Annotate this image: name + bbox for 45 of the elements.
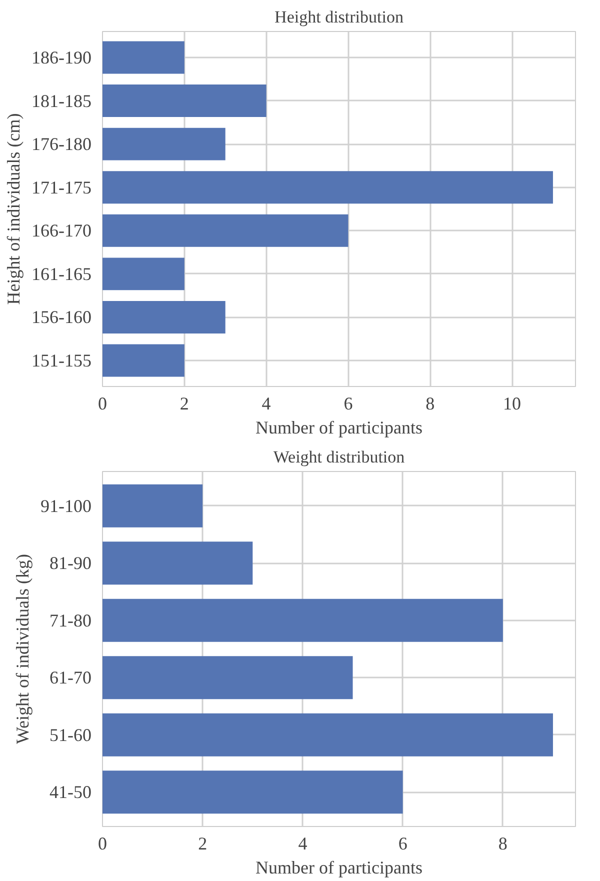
y-tick-label: 181-185 [32, 90, 92, 111]
y-tick-label: 81-90 [50, 553, 92, 574]
x-tick-label: 4 [298, 834, 308, 854]
bar [102, 770, 403, 814]
y-tick-label: 71-80 [50, 610, 92, 630]
y-tick-label: 156-160 [32, 307, 92, 328]
x-tick-label: 4 [262, 394, 271, 414]
x-tick-label: 2 [180, 394, 189, 414]
bar [102, 84, 266, 118]
y-tick-label: 51-60 [50, 724, 92, 745]
x-tick-label: 6 [398, 834, 408, 854]
x-tick-label: 8 [498, 834, 508, 854]
bar [102, 656, 353, 700]
bar [102, 598, 503, 642]
chart-title: Height distribution [274, 8, 404, 26]
y-tick-label: 186-190 [32, 47, 92, 68]
bar [102, 41, 184, 74]
x-axis-title: Number of participants [256, 858, 422, 878]
bar [102, 128, 226, 160]
x-tick-label: 10 [503, 394, 522, 414]
y-tick-label: 61-70 [50, 668, 92, 688]
bar [102, 300, 226, 334]
x-tick-label: 6 [344, 394, 353, 414]
bar [102, 171, 553, 204]
y-axis-title: Weight of individuals (kg) [12, 554, 33, 744]
bar [102, 344, 184, 377]
x-tick-label: 2 [198, 834, 208, 854]
bar [102, 713, 553, 756]
bar [102, 258, 184, 290]
x-tick-label: 0 [98, 394, 107, 414]
y-tick-label: 176-180 [32, 134, 92, 154]
x-tick-label: 8 [426, 394, 435, 414]
chart-title: Weight distribution [273, 448, 406, 466]
x-tick-label: 0 [98, 834, 107, 854]
x-axis-title: Number of participants [256, 418, 422, 438]
y-tick-label: 41-50 [50, 782, 92, 802]
y-tick-label: 171-175 [32, 177, 92, 198]
bar [102, 484, 203, 528]
bar [102, 542, 253, 585]
y-tick-label: 151-155 [32, 350, 92, 371]
y-axis-title: Height of individuals (cm) [4, 113, 24, 305]
y-tick-label: 161-165 [32, 264, 92, 284]
y-tick-label: 91-100 [40, 496, 92, 516]
y-tick-label: 166-170 [32, 220, 92, 241]
bar [102, 214, 348, 247]
